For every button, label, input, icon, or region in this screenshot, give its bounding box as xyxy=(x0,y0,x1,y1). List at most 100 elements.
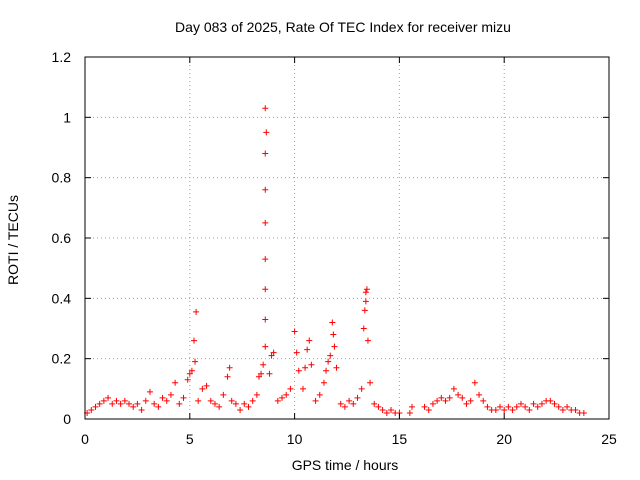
data-point xyxy=(167,391,174,398)
data-point xyxy=(270,349,277,356)
x-tick-label: 5 xyxy=(186,431,194,447)
data-point xyxy=(193,308,200,315)
data-point xyxy=(450,385,457,392)
data-point xyxy=(176,400,183,407)
x-tick-label: 15 xyxy=(392,431,408,447)
data-point xyxy=(421,403,428,410)
data-point xyxy=(134,400,141,407)
data-point xyxy=(331,343,338,350)
data-point xyxy=(526,406,533,413)
data-point xyxy=(471,379,478,386)
x-axis-label: GPS time / hours xyxy=(292,457,399,473)
data-point xyxy=(291,328,298,335)
data-point xyxy=(287,385,294,392)
data-point xyxy=(188,367,195,374)
data-point xyxy=(446,394,453,401)
data-point xyxy=(559,406,566,413)
data-point xyxy=(190,337,197,344)
data-point xyxy=(211,400,218,407)
y-axis-label: ROTI / TECUs xyxy=(5,195,21,285)
data-point xyxy=(203,382,210,389)
data-point xyxy=(501,406,508,413)
y-tick-label: 1.2 xyxy=(52,49,72,65)
data-point xyxy=(274,397,281,404)
data-point xyxy=(371,400,378,407)
data-point xyxy=(463,400,470,407)
data-point xyxy=(295,367,302,374)
data-point xyxy=(316,391,323,398)
data-point xyxy=(522,403,529,410)
grid xyxy=(85,57,609,419)
data-point xyxy=(327,352,334,359)
data-point xyxy=(306,337,313,344)
data-point xyxy=(293,349,300,356)
data-point xyxy=(92,403,99,410)
data-point xyxy=(476,391,483,398)
data-point xyxy=(279,394,286,401)
data-point xyxy=(429,400,436,407)
data-point xyxy=(361,307,368,314)
data-point xyxy=(333,364,340,371)
data-point xyxy=(249,397,256,404)
data-point xyxy=(100,397,107,404)
data-point xyxy=(220,391,227,398)
data-point xyxy=(180,394,187,401)
data-point xyxy=(484,403,491,410)
data-point xyxy=(253,391,260,398)
data-point xyxy=(350,400,357,407)
y-tick-label: 0.4 xyxy=(52,290,72,306)
data-point xyxy=(459,394,466,401)
data-point xyxy=(362,289,369,296)
data-point xyxy=(547,397,554,404)
data-point xyxy=(163,397,170,404)
data-point xyxy=(224,373,231,380)
y-tick-label: 0.6 xyxy=(52,230,72,246)
data-point xyxy=(363,286,370,293)
data-point xyxy=(480,397,487,404)
data-point xyxy=(226,364,233,371)
data-point xyxy=(323,367,330,374)
data-point xyxy=(509,406,516,413)
data-point xyxy=(330,331,337,338)
data-point xyxy=(155,403,162,410)
data-point xyxy=(232,400,239,407)
data-point xyxy=(262,316,269,323)
x-tick-label: 0 xyxy=(81,431,89,447)
data-point xyxy=(109,400,116,407)
data-point xyxy=(113,397,120,404)
y-tick-label: 0.8 xyxy=(52,170,72,186)
data-point xyxy=(564,403,571,410)
data-point xyxy=(121,397,128,404)
data-point xyxy=(302,364,309,371)
data-point xyxy=(262,219,269,226)
data-point xyxy=(442,397,449,404)
data-point xyxy=(184,376,191,383)
data-point xyxy=(455,391,462,398)
data-point xyxy=(266,370,273,377)
data-point xyxy=(245,403,252,410)
data-point xyxy=(146,388,153,395)
data-point xyxy=(228,397,235,404)
data-point xyxy=(255,373,262,380)
data-point xyxy=(492,406,499,413)
data-point xyxy=(362,298,369,305)
data-point xyxy=(283,391,290,398)
data-point xyxy=(241,400,248,407)
data-point xyxy=(534,403,541,410)
data-point xyxy=(551,400,558,407)
data-point xyxy=(555,403,562,410)
data-point xyxy=(172,379,179,386)
data-point xyxy=(262,286,269,293)
data-point xyxy=(142,397,149,404)
data-point xyxy=(513,403,520,410)
data-point xyxy=(186,370,193,377)
data-point xyxy=(260,361,267,368)
tick-labels: 0 5 10 15 20 25 0 0.2 0.4 0.6 0.8 1 1.2 xyxy=(52,49,617,447)
data-point xyxy=(320,379,327,386)
data-point xyxy=(329,319,336,326)
data-point xyxy=(262,105,269,112)
data-point xyxy=(263,129,270,136)
y-tick-label: 1 xyxy=(63,109,71,125)
data-point xyxy=(312,397,319,404)
data-point xyxy=(354,394,361,401)
